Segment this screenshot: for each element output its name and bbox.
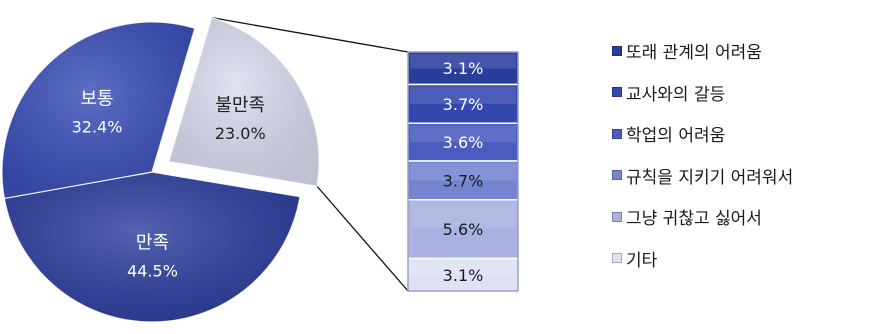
legend-swatch: [612, 45, 622, 56]
connector-lines: [211, 17, 409, 292]
legend-label: 규칙을 지키기 어려워서: [626, 167, 794, 188]
legend-label: 학업의 어려움: [626, 126, 726, 147]
bar-segment-label: 3.1%: [443, 266, 484, 285]
legend-label: 기타: [626, 250, 658, 271]
pie-slice-3: [168, 16, 320, 187]
stacked-bar-chart: 3.1% 3.7% 3.6% 3.7% 5.6% 3.1%: [407, 51, 519, 292]
bar-outline: [407, 51, 519, 292]
bar-segment-3: [407, 122, 519, 162]
legend-item: 기타: [612, 238, 880, 280]
bar-segment-2: [407, 83, 519, 125]
legend-swatch: [612, 253, 622, 264]
bar-segment-5: [407, 199, 519, 260]
legend-item: 교사와의 갈등: [612, 72, 880, 114]
legend-item: 또래 관계의 어려움: [612, 30, 880, 72]
bar-segment-1: [407, 51, 519, 86]
legend-label: 또래 관계의 어려움: [626, 43, 762, 64]
legend-item: 규칙을 지키기 어려워서: [612, 155, 880, 197]
legend-swatch: [612, 128, 622, 139]
legend-label: 교사와의 갈등: [626, 84, 726, 105]
pie-slice-2: [1, 21, 196, 200]
bar-segment-label: 3.1%: [443, 59, 484, 78]
pie-slice-label: 만족: [136, 232, 169, 253]
legend-swatch: [612, 87, 622, 98]
pie-slice-value: 44.5%: [127, 261, 178, 280]
bar-segment-label: 3.7%: [443, 95, 484, 114]
legend-swatch: [612, 211, 622, 222]
pie-slice-value: 32.4%: [72, 117, 123, 136]
legend-item: 학업의 어려움: [612, 113, 880, 155]
connector-line-bottom: [316, 185, 409, 292]
pie-slice-label: 보통: [80, 88, 113, 109]
legend-item: 그냥 귀찮고 싫어서: [612, 196, 880, 238]
connector-line-top: [211, 17, 409, 53]
pie-slice-label: 불만족: [215, 95, 265, 116]
legend-label: 그냥 귀찮고 싫어서: [626, 209, 762, 230]
bar-segment-label: 5.6%: [443, 220, 484, 239]
bar-segment-label: 3.6%: [443, 133, 484, 152]
pie-chart: 불만족 23.0% 만족 44.5% 보통 32.4%: [1, 16, 320, 323]
bar-segment-label: 3.7%: [443, 171, 484, 190]
pie-slice-1: [3, 171, 301, 323]
legend-swatch: [612, 170, 622, 181]
pie-slice-value: 23.0%: [215, 124, 266, 143]
